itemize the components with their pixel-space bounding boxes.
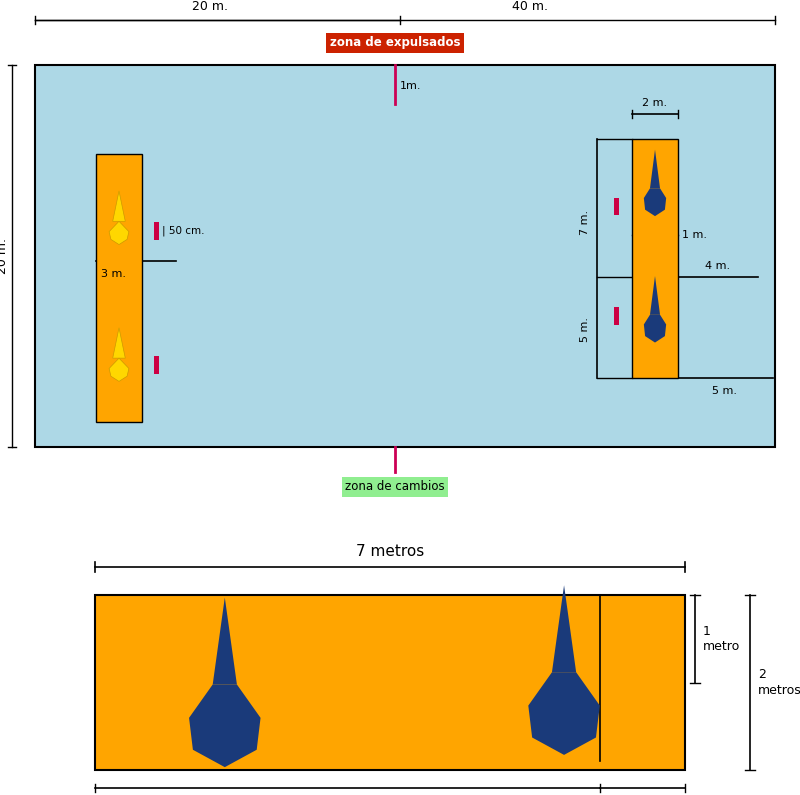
Text: 1m.: 1m.	[400, 81, 422, 91]
Text: 3 m.: 3 m.	[101, 270, 126, 279]
Text: 7 m.: 7 m.	[580, 210, 590, 235]
Text: | 50 cm.: | 50 cm.	[162, 226, 205, 236]
Text: 40 m.: 40 m.	[512, 0, 548, 13]
Polygon shape	[644, 188, 666, 216]
Bar	[35, 64, 775, 447]
Polygon shape	[528, 673, 600, 755]
Text: 20 m.: 20 m.	[192, 0, 228, 13]
Polygon shape	[644, 315, 666, 343]
Bar	[96, 154, 142, 422]
Text: 7 metros: 7 metros	[356, 544, 424, 559]
Polygon shape	[650, 149, 660, 188]
Polygon shape	[113, 328, 126, 358]
Polygon shape	[109, 221, 129, 245]
Polygon shape	[213, 598, 237, 684]
Polygon shape	[189, 684, 261, 767]
Text: zona de expulsados: zona de expulsados	[330, 37, 460, 49]
Text: 1
metro: 1 metro	[703, 625, 740, 653]
Bar	[614, 308, 619, 325]
Polygon shape	[650, 276, 660, 315]
Text: 1 metro: 1 metro	[615, 794, 670, 795]
Polygon shape	[109, 358, 129, 382]
Text: zona de cambios: zona de cambios	[345, 480, 445, 494]
Text: 5 m.: 5 m.	[713, 386, 738, 396]
Text: 5 metros: 5 metros	[317, 794, 378, 795]
Bar	[154, 222, 159, 240]
Bar	[632, 139, 678, 378]
Text: 20 m.: 20 m.	[0, 238, 10, 274]
Text: 4 m.: 4 m.	[706, 262, 730, 271]
Text: 2 m.: 2 m.	[642, 99, 667, 108]
Text: 5 m.: 5 m.	[580, 317, 590, 343]
Bar	[95, 595, 685, 770]
Polygon shape	[552, 585, 576, 673]
Bar	[614, 197, 619, 215]
Text: 2
metros: 2 metros	[758, 669, 800, 696]
Polygon shape	[113, 191, 126, 221]
Bar	[154, 356, 159, 374]
Text: 1 m.: 1 m.	[682, 230, 707, 239]
